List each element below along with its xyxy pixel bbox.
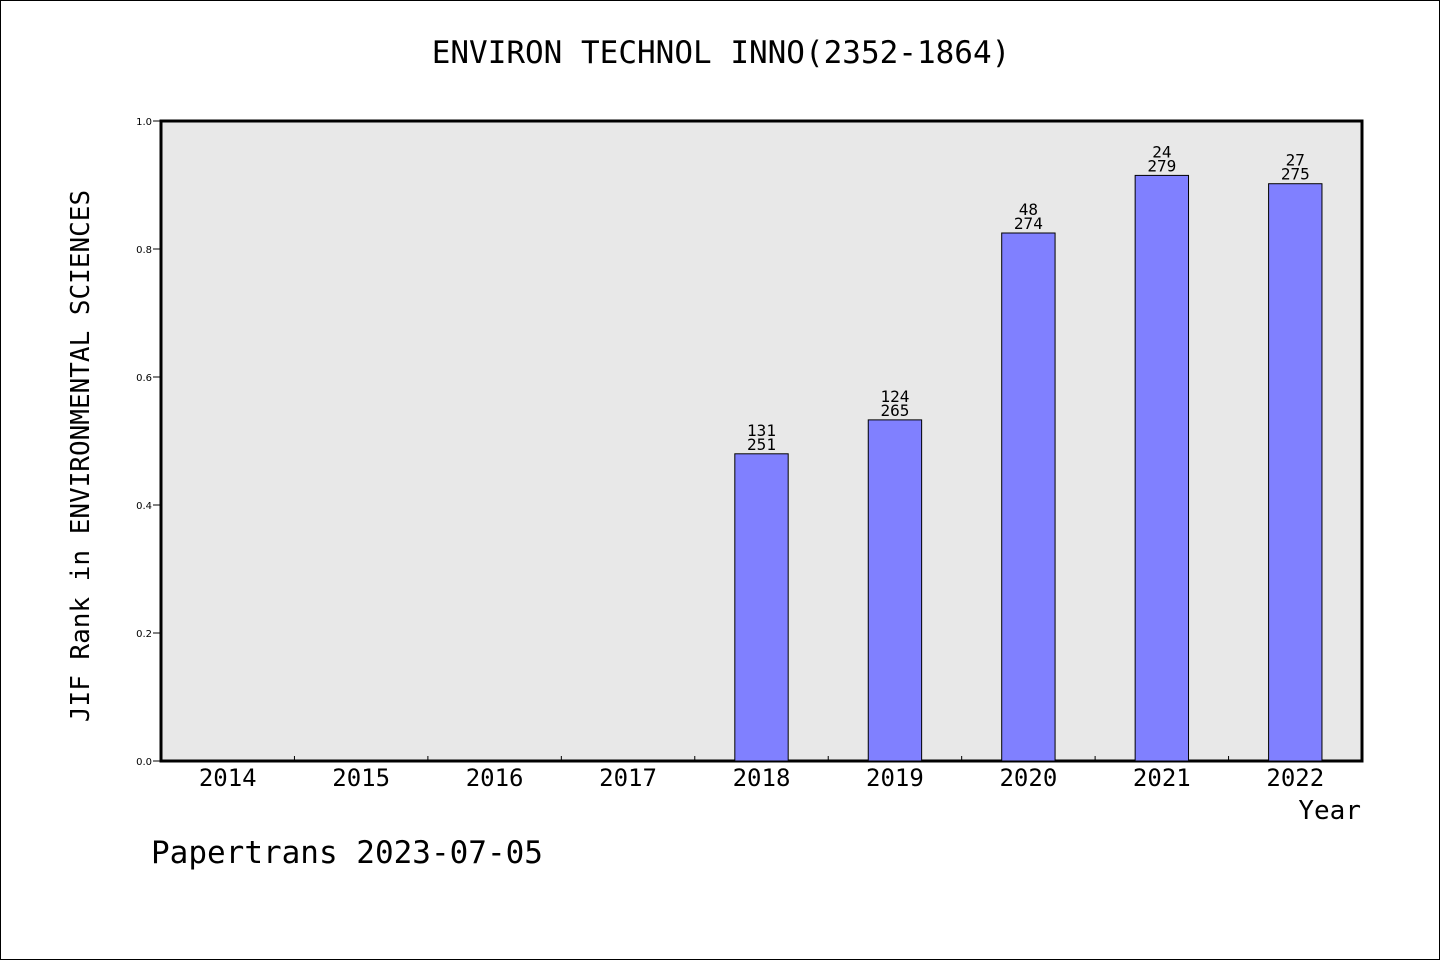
bar-rank-label: 27 <box>1286 151 1305 170</box>
x-tick-label: 2016 <box>466 764 524 792</box>
x-tick-label: 2020 <box>999 764 1057 792</box>
bar-2021 <box>1134 174 1190 762</box>
x-tick-label: 2019 <box>866 764 924 792</box>
bar-2020 <box>1001 232 1056 762</box>
y-axis: 0.0 0.2 0.4 0.6 0.8 1.0 <box>136 117 161 768</box>
x-tick-label: 2018 <box>733 764 791 792</box>
bar-rank-label: 48 <box>1019 200 1038 219</box>
bars <box>734 174 1323 762</box>
bar-2018 <box>734 453 789 762</box>
bar-total-label: 251 <box>747 435 776 454</box>
bar-total-label: 279 <box>1147 156 1176 175</box>
y-tick-label: 0.8 <box>136 245 152 256</box>
bar-total-label: 265 <box>880 401 909 420</box>
footer-stamp: Papertrans 2023-07-05 <box>151 835 543 871</box>
x-axis-label: Year <box>1298 796 1361 826</box>
bar-total-label: 274 <box>1014 214 1043 233</box>
y-tick-label: 0.2 <box>136 629 152 640</box>
y-tick-label: 0.0 <box>136 757 152 768</box>
x-tick-label: 2015 <box>332 764 390 792</box>
y-tick-label: 0.4 <box>136 501 152 512</box>
x-tick-label: 2021 <box>1133 764 1191 792</box>
x-axis: 2014 2015 2016 2017 2018 2019 2020 2021 2022 <box>199 756 1324 792</box>
bar-rank-label: 131 <box>747 421 776 440</box>
chart-title: ENVIRON TECHNOL INNO(2352-1864) <box>431 35 1011 71</box>
bar-total-label: 275 <box>1281 165 1310 184</box>
y-tick-label: 1.0 <box>136 117 152 128</box>
x-tick-label: 2014 <box>199 764 257 792</box>
bar-rank-label: 24 <box>1152 142 1171 161</box>
bar-2022 <box>1268 183 1323 762</box>
y-tick-label: 0.6 <box>136 373 152 384</box>
x-tick-label: 2022 <box>1266 764 1324 792</box>
bar-rank-label: 124 <box>880 387 909 406</box>
x-tick-label: 2017 <box>599 764 657 792</box>
bar-2019 <box>867 419 923 762</box>
